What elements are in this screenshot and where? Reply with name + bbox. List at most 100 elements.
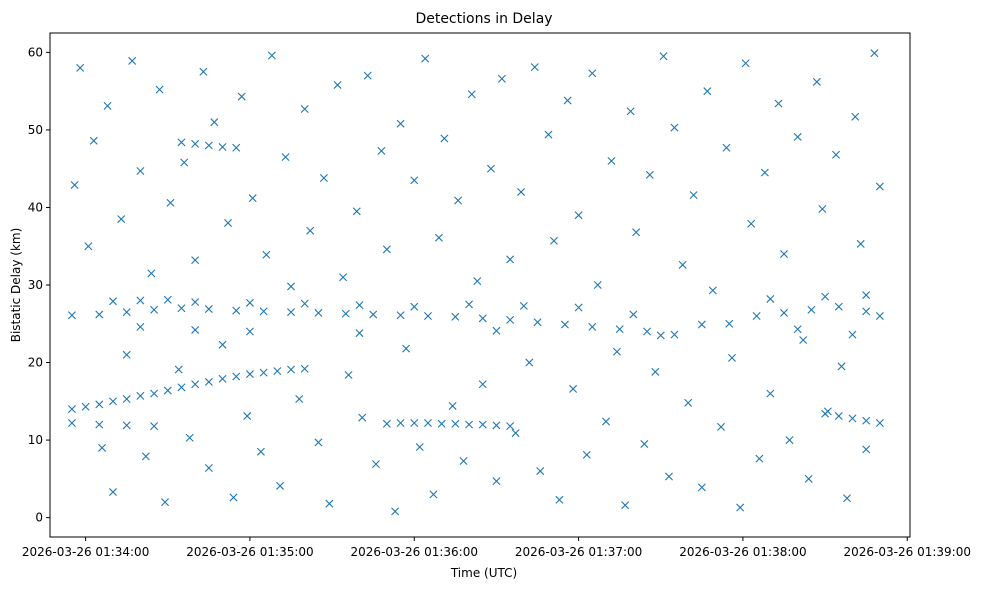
- data-point: [95, 420, 104, 429]
- data-point: [601, 417, 610, 426]
- data-point: [396, 419, 405, 428]
- data-point: [70, 180, 79, 189]
- data-point: [533, 318, 542, 327]
- data-point: [451, 312, 460, 321]
- data-point: [410, 302, 419, 311]
- data-point: [785, 436, 794, 445]
- data-point: [163, 386, 172, 395]
- y-tick-label: 10: [28, 433, 43, 447]
- data-point: [150, 305, 159, 314]
- data-point: [492, 477, 501, 486]
- data-point: [150, 389, 159, 398]
- data-point: [98, 443, 107, 452]
- data-point: [314, 308, 323, 317]
- data-point: [837, 362, 846, 371]
- data-point: [191, 380, 200, 389]
- data-point: [870, 49, 879, 58]
- data-point: [862, 291, 871, 300]
- data-point: [141, 452, 150, 461]
- data-point: [656, 331, 665, 340]
- data-point: [741, 59, 750, 68]
- data-point: [273, 367, 282, 376]
- data-point: [793, 325, 802, 334]
- data-point: [281, 153, 290, 162]
- data-point: [492, 421, 501, 430]
- data-point: [621, 501, 630, 510]
- data-point: [95, 310, 104, 319]
- data-point: [287, 282, 296, 291]
- data-point: [117, 215, 126, 224]
- data-point: [319, 174, 328, 182]
- x-axis: 2026-03-26 01:34:00 2026-03-26 01:35:00 20…: [22, 537, 971, 559]
- data-point: [843, 494, 851, 503]
- data-point: [128, 56, 137, 65]
- data-point: [245, 327, 254, 336]
- data-point: [755, 454, 764, 463]
- data-point: [185, 433, 194, 442]
- data-point: [703, 87, 712, 96]
- data-point: [821, 292, 830, 301]
- data-point: [643, 327, 652, 336]
- data-point: [862, 416, 871, 425]
- data-point: [218, 142, 227, 151]
- data-point: [629, 310, 638, 319]
- data-point: [204, 305, 213, 314]
- data-point: [497, 74, 506, 83]
- data-point: [862, 445, 871, 454]
- x-tick-label: 2026-03-26 01:38:00: [679, 545, 806, 559]
- data-point: [626, 107, 635, 116]
- data-point: [402, 344, 411, 353]
- data-point: [396, 311, 405, 320]
- data-point: [434, 233, 443, 242]
- data-point: [459, 457, 468, 466]
- data-point: [423, 312, 432, 321]
- data-point: [218, 340, 227, 349]
- y-tick-label: 20: [28, 356, 43, 370]
- data-point: [760, 168, 769, 177]
- data-point: [774, 99, 783, 108]
- data-point: [807, 305, 816, 314]
- data-point: [722, 143, 731, 152]
- data-point: [358, 413, 367, 422]
- data-point: [519, 301, 528, 310]
- data-point: [136, 391, 145, 400]
- data-point: [569, 384, 578, 393]
- data-point: [725, 319, 734, 328]
- data-point: [812, 77, 821, 86]
- data-point: [276, 481, 285, 490]
- data-point: [163, 295, 172, 304]
- data-point: [259, 368, 268, 377]
- data-point: [486, 164, 495, 173]
- data-point: [109, 297, 117, 306]
- data-point: [421, 54, 430, 63]
- data-point: [832, 150, 841, 159]
- data-point: [300, 299, 309, 308]
- data-point: [615, 325, 624, 334]
- data-point: [122, 308, 131, 317]
- data-point: [155, 85, 164, 94]
- data-point: [256, 447, 265, 456]
- x-tick-label: 2026-03-26 01:34:00: [22, 545, 149, 559]
- data-point: [560, 320, 569, 329]
- data-point: [109, 397, 117, 406]
- data-point: [199, 67, 208, 76]
- data-point: [848, 330, 857, 339]
- data-point: [191, 325, 200, 334]
- data-point: [204, 141, 213, 150]
- y-tick-label: 50: [28, 123, 43, 137]
- data-point: [84, 242, 93, 251]
- data-point: [122, 421, 131, 430]
- data-point: [174, 365, 183, 374]
- data-point: [243, 412, 252, 421]
- data-point: [371, 460, 380, 469]
- data-point: [161, 498, 170, 507]
- data-point: [232, 143, 241, 152]
- data-point: [369, 310, 378, 319]
- data-point: [640, 439, 649, 448]
- data-point: [415, 443, 424, 452]
- data-point: [300, 364, 309, 373]
- y-axis-label: Bistatic Delay (km): [9, 228, 23, 343]
- data-point: [237, 92, 246, 101]
- data-point: [612, 347, 621, 356]
